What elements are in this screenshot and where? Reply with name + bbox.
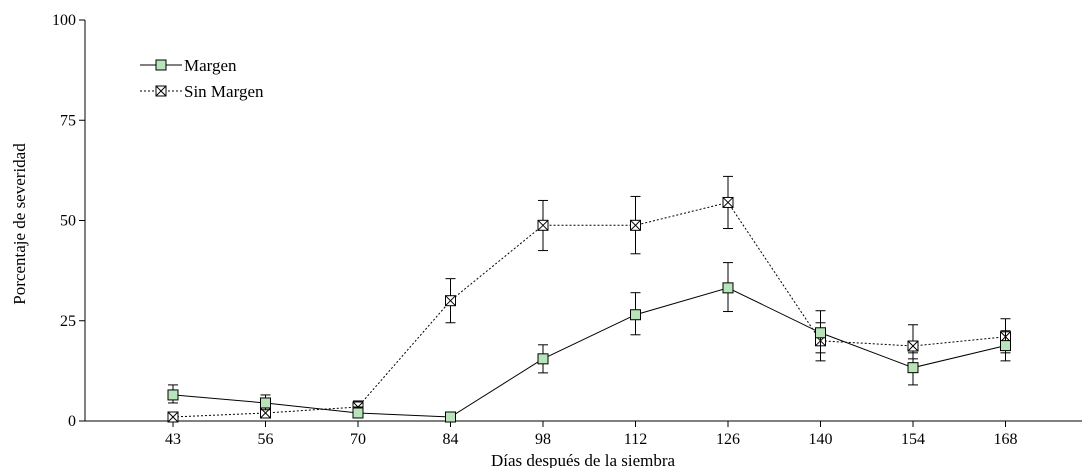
legend-item-sin-margen: Sin Margen bbox=[140, 82, 264, 101]
x-tick-label: 70 bbox=[350, 431, 366, 448]
series-line-sin-margen bbox=[172, 201, 1006, 418]
data-point-margen bbox=[352, 407, 364, 419]
data-point-sin-margen bbox=[445, 295, 456, 307]
series-line-margen bbox=[172, 287, 1006, 418]
y-tick-label: 100 bbox=[52, 12, 76, 29]
axes bbox=[84, 20, 1082, 422]
series-sin-margen bbox=[167, 175, 1011, 423]
data-point-margen bbox=[167, 389, 179, 401]
data-point-margen bbox=[1000, 340, 1011, 352]
legend-marker-margen bbox=[155, 59, 167, 71]
x-tick-label: 168 bbox=[994, 431, 1018, 448]
data-point-margen bbox=[630, 309, 641, 321]
x-tick-label: 126 bbox=[716, 431, 740, 448]
data-point-sin-margen bbox=[537, 219, 549, 231]
x-tick-label: 154 bbox=[901, 431, 925, 448]
y-ticks: 0 25 50 75 100 bbox=[52, 12, 85, 430]
x-tick-label: 98 bbox=[535, 431, 551, 448]
y-tick-label: 75 bbox=[60, 112, 76, 129]
legend-label-margen: Margen bbox=[184, 56, 237, 75]
data-point-margen bbox=[722, 282, 734, 294]
x-axis-title: Días después de la siembra bbox=[491, 451, 676, 468]
legend: Margen Sin Margen bbox=[140, 56, 264, 101]
y-tick-label: 50 bbox=[60, 213, 76, 230]
y-tick-label: 25 bbox=[60, 313, 76, 330]
data-point-margen bbox=[260, 397, 271, 409]
x-ticks: 43 56 70 84 98 112 126 140 154 168 bbox=[165, 421, 1018, 448]
y-axis-title: Porcentaje de severidad bbox=[10, 143, 29, 305]
y-tick-label: 0 bbox=[68, 413, 76, 430]
x-tick-label: 112 bbox=[624, 431, 647, 448]
legend-marker-sin-margen bbox=[155, 85, 167, 97]
series-margen bbox=[167, 262, 1011, 423]
x-tick-label: 140 bbox=[809, 431, 833, 448]
data-point-margen bbox=[537, 353, 549, 365]
data-point-sin-margen bbox=[722, 196, 734, 208]
x-tick-label: 56 bbox=[258, 431, 274, 448]
x-tick-label: 43 bbox=[165, 431, 181, 448]
data-point-margen bbox=[815, 327, 826, 339]
data-point-sin-margen bbox=[630, 219, 641, 231]
legend-label-sin-margen: Sin Margen bbox=[184, 82, 264, 101]
legend-item-margen: Margen bbox=[140, 56, 237, 75]
data-point-margen bbox=[445, 411, 456, 423]
data-point-sin-margen bbox=[167, 411, 179, 423]
series-layer bbox=[167, 175, 1011, 423]
data-point-sin-margen bbox=[907, 340, 919, 352]
data-point-margen bbox=[907, 362, 919, 374]
x-tick-label: 84 bbox=[443, 431, 459, 448]
